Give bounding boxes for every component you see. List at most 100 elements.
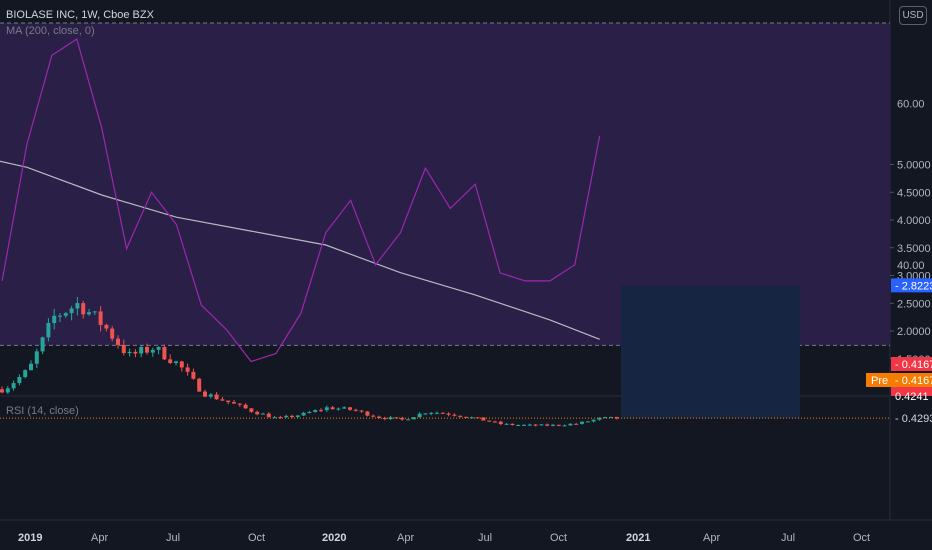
candle-body bbox=[290, 415, 294, 417]
candle-body bbox=[237, 403, 242, 405]
time-tick-label: Apr bbox=[703, 532, 720, 544]
stop-price-label-bg bbox=[891, 357, 932, 371]
candle-body bbox=[214, 394, 219, 400]
candle-body bbox=[429, 412, 434, 414]
candle-body bbox=[371, 415, 376, 417]
candle-body bbox=[307, 412, 312, 414]
target-zone bbox=[621, 285, 800, 419]
time-tick-label: 2020 bbox=[322, 532, 346, 544]
candle-body bbox=[162, 346, 167, 360]
candle-body bbox=[359, 410, 364, 412]
candle-body bbox=[493, 421, 497, 423]
candle-body bbox=[411, 417, 416, 420]
price-tick-label: 4.0000 bbox=[897, 215, 931, 227]
candle-body bbox=[272, 417, 277, 419]
ma-line bbox=[0, 160, 600, 340]
candle-body bbox=[110, 328, 115, 339]
candle-body bbox=[458, 415, 463, 417]
candle-body bbox=[295, 415, 300, 417]
candle-body bbox=[609, 416, 613, 418]
candle-body bbox=[116, 338, 120, 345]
price-tick-label: 4.5000 bbox=[897, 187, 931, 199]
candle-body bbox=[185, 367, 190, 372]
time-tick-label: Jul bbox=[166, 532, 180, 544]
price-tick-label: 3.5000 bbox=[897, 243, 931, 255]
candle-body bbox=[400, 417, 405, 420]
candle-body bbox=[330, 407, 335, 410]
candle-body bbox=[58, 315, 62, 317]
candle-body bbox=[40, 337, 45, 352]
candle-body bbox=[34, 351, 39, 364]
candle-body bbox=[562, 425, 567, 427]
candle-body bbox=[46, 323, 51, 338]
candle-body bbox=[580, 421, 584, 424]
candle-body bbox=[98, 311, 103, 325]
candle-body bbox=[556, 424, 561, 426]
time-tick-label: 2019 bbox=[18, 532, 42, 544]
candle-body bbox=[464, 416, 468, 418]
candle-body bbox=[498, 421, 503, 425]
time-tick-label: Apr bbox=[397, 532, 414, 544]
candle-body bbox=[17, 377, 22, 384]
candle-body bbox=[255, 411, 260, 415]
ma-indicator-label[interactable]: MA (200, close, 0) bbox=[6, 25, 95, 37]
candle-body bbox=[145, 347, 149, 353]
candle-body bbox=[168, 359, 173, 364]
currency-button[interactable]: USD bbox=[899, 6, 927, 25]
candle-body bbox=[11, 383, 16, 389]
candle-body bbox=[522, 424, 526, 426]
candle-body bbox=[278, 417, 283, 419]
time-tick-label: Jul bbox=[781, 532, 795, 544]
candle-body bbox=[591, 419, 596, 422]
stop-price-label: - 0.4167 bbox=[895, 359, 932, 371]
candle-body bbox=[266, 413, 271, 418]
candle-body bbox=[220, 399, 225, 401]
rsi-indicator-label[interactable]: RSI (14, close) bbox=[6, 405, 79, 417]
candle-body bbox=[342, 407, 347, 409]
candle-body bbox=[377, 416, 381, 418]
candle-body bbox=[487, 420, 492, 422]
pre-market-price-label-bg bbox=[891, 373, 932, 387]
candle-body bbox=[156, 346, 161, 350]
candle-body bbox=[179, 361, 184, 368]
candle-body bbox=[0, 389, 4, 393]
candle-body bbox=[417, 413, 422, 418]
pre-tag-bg bbox=[866, 373, 891, 387]
candle-body bbox=[510, 423, 515, 426]
candle-body bbox=[446, 413, 451, 415]
candle-body bbox=[435, 412, 439, 414]
candle-body bbox=[69, 308, 74, 314]
time-tick-label: Jul bbox=[478, 532, 492, 544]
candle-body bbox=[481, 417, 486, 421]
candle-body bbox=[603, 417, 608, 419]
candle-body bbox=[574, 423, 579, 425]
candle-body bbox=[133, 351, 138, 354]
candle-body bbox=[423, 413, 428, 415]
candle-body bbox=[23, 370, 28, 378]
candle-body bbox=[92, 311, 97, 313]
candle-body bbox=[284, 415, 289, 418]
candle-body bbox=[614, 416, 619, 419]
time-tick-label: Oct bbox=[248, 532, 265, 544]
candle-body bbox=[440, 412, 445, 414]
candle-body bbox=[63, 313, 68, 316]
candle-body bbox=[232, 402, 236, 404]
candle-body bbox=[452, 414, 457, 416]
candle-body bbox=[104, 324, 109, 329]
candle-body bbox=[150, 349, 155, 353]
candle-body bbox=[226, 400, 231, 403]
candle-body bbox=[243, 404, 248, 409]
candle-body bbox=[551, 424, 555, 426]
candle-body bbox=[203, 391, 207, 397]
cut-price-label: 0.4241 bbox=[895, 391, 929, 403]
last-price-label-bg bbox=[891, 411, 932, 426]
candle-body bbox=[301, 412, 306, 416]
candle-body bbox=[5, 388, 10, 393]
candle-body bbox=[81, 303, 86, 315]
candle-body bbox=[533, 424, 538, 426]
rsi-tick-label: 60.00 bbox=[897, 99, 925, 111]
symbol-title[interactable]: BIOLASE INC, 1W, Cboe BZX bbox=[6, 9, 154, 21]
price-tick-label: 2.0000 bbox=[897, 326, 931, 338]
